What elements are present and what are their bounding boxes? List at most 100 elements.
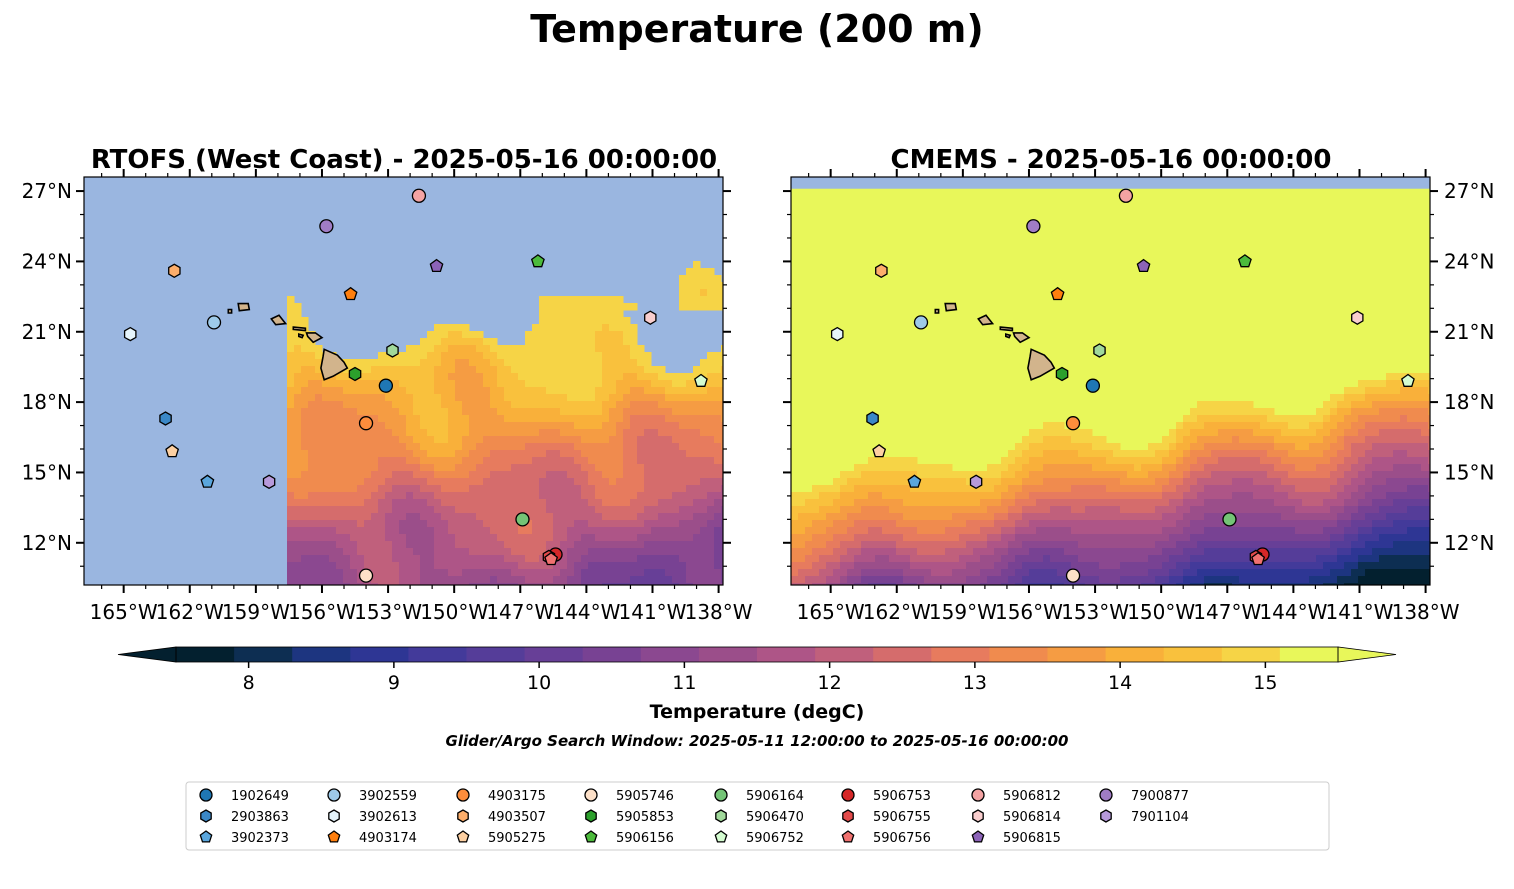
island-lanai	[1004, 333, 1012, 339]
colorbar-level	[931, 647, 990, 662]
float-marker-5906756	[544, 551, 559, 566]
legend-marker-5906755	[842, 809, 854, 823]
colorbar-level	[1279, 647, 1339, 662]
colorbar-extend-low	[117, 646, 177, 663]
cmems-float-markers	[830, 188, 1415, 583]
rtofs-temperature-field	[84, 177, 723, 585]
float-marker-5906815	[429, 258, 444, 273]
colorbar-tick-label: 8	[243, 672, 255, 694]
legend-marker-5906470	[715, 809, 727, 823]
rtofs-x-tick-label: 144°W	[552, 600, 620, 624]
colorbar-level	[408, 647, 468, 662]
legend-label-2903863: 2903863	[231, 810, 289, 825]
cmems-map-panel: 165°W162°W159°W156°W153°W150°W147°W144°W…	[783, 169, 1494, 624]
float-marker-5905275	[165, 443, 180, 458]
rtofs-x-tick-label: 150°W	[420, 600, 488, 624]
legend-label-5906815: 5906815	[1003, 831, 1061, 846]
search-window-note: Glider/Argo Search Window: 2025-05-11 12…	[446, 732, 1069, 750]
legend-label-7901104: 7901104	[1131, 810, 1189, 825]
cmems-x-tick-label: 150°W	[1127, 600, 1195, 624]
float-marker-1902649	[1085, 378, 1101, 393]
rtofs-y-tick-label: 15°N	[22, 460, 72, 484]
legend-label-5906812: 5906812	[1003, 789, 1061, 804]
float-marker-3902559	[913, 315, 929, 330]
cmems-y-tick-label: 24°N	[1444, 249, 1494, 273]
rtofs-x-tick-label: 141°W	[619, 600, 687, 624]
cmems-nodata-band	[791, 177, 1430, 189]
legend-label-5906753: 5906753	[873, 789, 931, 804]
legend-label-5906470: 5906470	[746, 810, 804, 825]
float-marker-5906156	[1237, 254, 1252, 268]
island-kauai	[944, 302, 958, 312]
colorbar-level	[640, 647, 700, 662]
legend-marker-5906756	[841, 830, 855, 843]
island-kauai	[237, 302, 251, 312]
legend-marker-5906752	[714, 830, 728, 843]
cmems-x-tick-label: 159°W	[929, 600, 997, 624]
cmems-map-frame	[790, 176, 1431, 586]
float-marker-3902373	[200, 474, 215, 488]
legend-marker-5906812	[971, 788, 985, 802]
legend-marker-4903174	[327, 830, 341, 843]
legend-marker-5905275	[456, 830, 470, 843]
panel-title-cmems: CMEMS - 2025-05-16 00:00:00	[891, 145, 1332, 175]
float-marker-5905853	[348, 366, 362, 382]
island-lanai	[297, 333, 305, 339]
legend-label-5905746: 5905746	[616, 789, 674, 804]
legend-label-5906814: 5906814	[1003, 810, 1061, 825]
legend-label-5905275: 5905275	[488, 831, 546, 846]
float-marker-4903174	[1050, 286, 1065, 301]
colorbar-tick-label: 10	[527, 672, 551, 694]
legend-label-4903507: 4903507	[488, 810, 546, 825]
float-marker-2903863	[159, 411, 172, 426]
float-marker-4903507	[168, 263, 181, 279]
float-marker-4903175	[358, 416, 374, 431]
float-marker-5905853	[1055, 366, 1069, 382]
float-marker-5906812	[411, 188, 427, 203]
cmems-x-tick-label: 147°W	[1193, 600, 1261, 624]
float-marker-5906756	[1251, 551, 1266, 566]
rtofs-x-tick-label: 156°W	[288, 600, 356, 624]
colorbar-level	[176, 647, 235, 662]
cmems-x-tick-label: 138°W	[1392, 600, 1460, 624]
legend-marker-1902649	[199, 788, 213, 802]
rtofs-x-tick-label: 153°W	[354, 600, 422, 624]
float-marker-5906752	[1401, 373, 1415, 387]
rtofs-y-tick-label: 12°N	[22, 531, 72, 555]
rtofs-y-tick-label: 21°N	[22, 320, 72, 344]
float-marker-5906156	[530, 254, 545, 268]
colorbar-tick-label: 11	[672, 672, 696, 694]
legend-marker-3902559	[327, 788, 341, 802]
legend-label-7900877: 7900877	[1131, 789, 1189, 804]
rtofs-x-tick-label: 165°W	[90, 600, 158, 624]
legend-label-5906164: 5906164	[746, 789, 804, 804]
float-marker-4903507	[875, 263, 888, 279]
colorbar-level	[1047, 647, 1107, 662]
float-marker-5906814	[644, 310, 657, 325]
float-marker-7901104	[262, 474, 276, 490]
colorbar-label: Temperature (degC)	[650, 701, 865, 723]
float-marker-7900877	[319, 219, 334, 234]
legend-marker-5905746	[584, 788, 598, 802]
legend-label-4903174: 4903174	[359, 831, 417, 846]
rtofs-x-tick-label: 159°W	[222, 600, 290, 624]
cmems-temperature-field	[791, 177, 1430, 585]
float-marker-3902613	[830, 326, 844, 342]
island-hawaii	[320, 348, 349, 381]
cmems-x-tick-label: 153°W	[1061, 600, 1129, 624]
colorbar-tick-label: 9	[388, 672, 400, 694]
legend-marker-3902373	[199, 830, 213, 843]
cmems-y-tick-label: 21°N	[1444, 320, 1494, 344]
legend-marker-4903507	[457, 809, 469, 823]
rtofs-map-frame	[83, 176, 724, 586]
float-marker-5905746	[358, 568, 374, 583]
float-marker-5906164	[515, 512, 530, 527]
legend-marker-3902613	[328, 809, 340, 823]
panel-title-rtofs: RTOFS (West Coast) - 2025-05-16 00:00:00	[91, 145, 717, 175]
float-marker-4903174	[343, 286, 358, 301]
island-molokai	[999, 326, 1014, 332]
rtofs-island-outlines	[227, 302, 349, 381]
cmems-axis-ticks: 165°W162°W159°W156°W153°W150°W147°W144°W…	[783, 169, 1494, 624]
cmems-x-tick-label: 141°W	[1326, 600, 1394, 624]
